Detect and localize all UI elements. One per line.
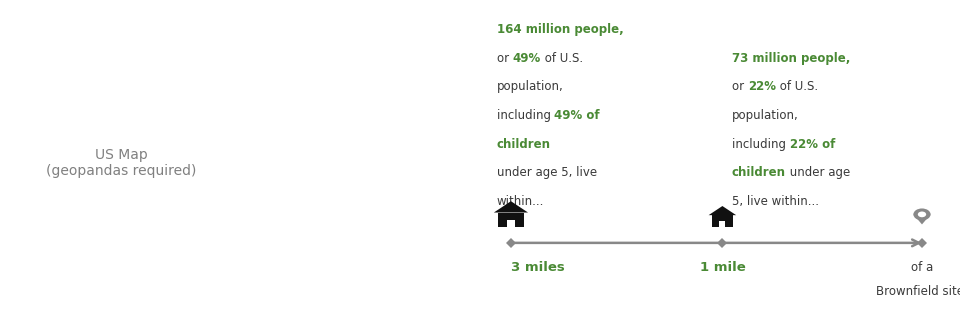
Text: under age 5, live: under age 5, live	[496, 166, 597, 179]
Text: 73 million people,: 73 million people,	[732, 52, 851, 65]
Text: or: or	[732, 80, 748, 93]
Text: US Map
(geopandas required): US Map (geopandas required)	[46, 148, 197, 178]
Text: 164 million people,: 164 million people,	[496, 23, 623, 36]
Circle shape	[918, 212, 926, 217]
Text: 49%: 49%	[513, 52, 540, 65]
Text: children: children	[496, 138, 551, 151]
Text: children: children	[732, 166, 786, 179]
Text: 49% of: 49% of	[555, 109, 600, 122]
Polygon shape	[708, 206, 736, 215]
Text: within...: within...	[496, 195, 544, 208]
Polygon shape	[493, 201, 528, 213]
Bar	[711, 215, 733, 227]
Text: of U.S.: of U.S.	[776, 80, 818, 93]
Text: including: including	[732, 138, 790, 151]
Text: or: or	[496, 52, 513, 65]
Text: population,: population,	[732, 109, 799, 122]
Text: 5, live within...: 5, live within...	[732, 195, 819, 208]
Text: population,: population,	[496, 80, 564, 93]
Text: Brownfield site.: Brownfield site.	[876, 285, 960, 298]
Text: including: including	[496, 109, 555, 122]
Text: 22% of: 22% of	[790, 138, 835, 151]
Text: under age: under age	[786, 166, 851, 179]
Text: 1 mile: 1 mile	[700, 261, 745, 274]
Bar	[497, 213, 524, 227]
Text: of a: of a	[911, 261, 933, 274]
Text: 3 miles: 3 miles	[511, 261, 564, 274]
Circle shape	[913, 208, 930, 220]
Text: 22%: 22%	[748, 80, 776, 93]
Bar	[507, 220, 515, 227]
Polygon shape	[913, 215, 930, 224]
Text: of U.S.: of U.S.	[540, 52, 583, 65]
Bar	[719, 221, 726, 227]
